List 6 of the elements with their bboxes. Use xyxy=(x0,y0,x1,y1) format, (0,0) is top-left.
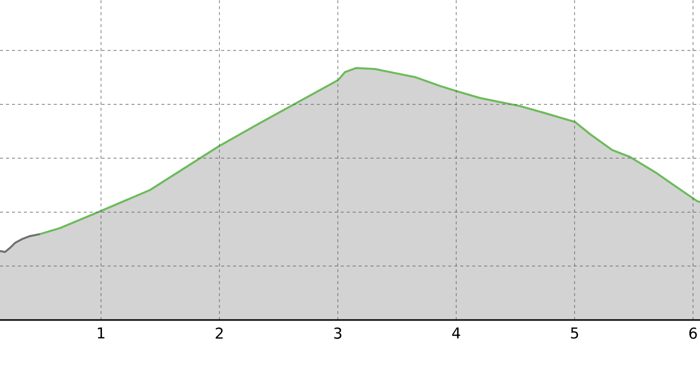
x-tick-label: 3 xyxy=(334,328,342,339)
x-tick-label: 5 xyxy=(571,328,578,339)
x-tick-label: 6 xyxy=(689,328,697,339)
x-tick-label: 4 xyxy=(452,328,460,338)
x-tick-label: 2 xyxy=(216,328,223,339)
x-tick-label: 1 xyxy=(98,328,104,338)
